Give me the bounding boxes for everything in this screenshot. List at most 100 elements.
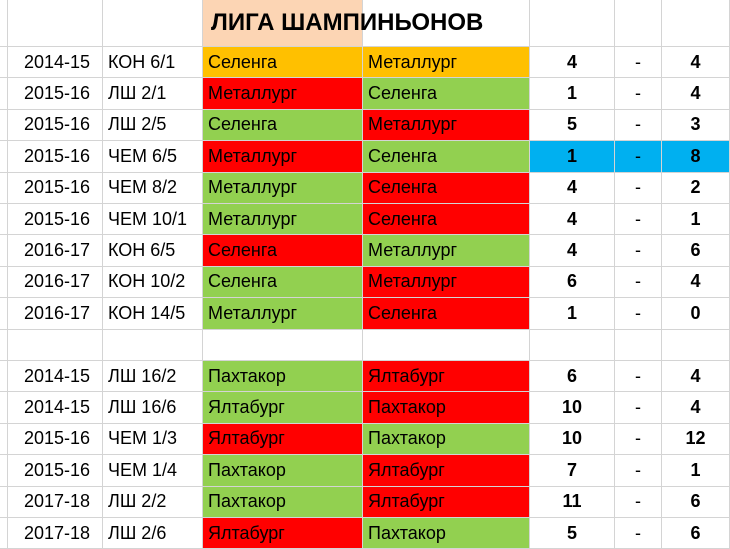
away-score: 4 <box>662 47 730 79</box>
cell <box>615 329 662 361</box>
home-score: 4 <box>530 235 615 267</box>
away-team: Пахтакор <box>363 518 530 549</box>
round: ЧЕМ 1/4 <box>103 455 203 487</box>
away-team: Селенга <box>363 204 530 236</box>
separator: - <box>615 172 662 204</box>
cell <box>0 109 8 142</box>
cell <box>8 329 103 361</box>
season: 2015-16 <box>8 455 103 487</box>
away-team: Селенга <box>363 298 530 330</box>
away-score: 6 <box>662 235 730 267</box>
away-team: Ялтабург <box>363 486 530 518</box>
away-team: Селенга <box>363 78 530 110</box>
cell <box>662 0 730 47</box>
home-team: Металлург <box>203 298 363 330</box>
separator: - <box>615 204 662 236</box>
season: 2016-17 <box>8 298 103 330</box>
home-score: 5 <box>530 109 615 142</box>
cell <box>0 455 8 487</box>
home-score: 4 <box>530 172 615 204</box>
home-team: Пахтакор <box>203 455 363 487</box>
season: 2017-18 <box>8 486 103 518</box>
home-score: 4 <box>530 47 615 79</box>
cell <box>8 0 103 47</box>
separator: - <box>615 455 662 487</box>
round: КОН 14/5 <box>103 298 203 330</box>
cell <box>0 141 8 173</box>
home-score: 10 <box>530 392 615 424</box>
round: ЛШ 16/6 <box>103 392 203 424</box>
separator: - <box>615 361 662 393</box>
cell <box>0 298 8 330</box>
away-score: 4 <box>662 392 730 424</box>
cell <box>363 329 530 361</box>
round: ЛШ 2/2 <box>103 486 203 518</box>
separator: - <box>615 141 662 173</box>
separator: - <box>615 109 662 142</box>
separator: - <box>615 266 662 299</box>
away-team: Ялтабург <box>363 455 530 487</box>
cell <box>530 329 615 361</box>
cell <box>0 47 8 79</box>
away-team: Селенга <box>363 141 530 173</box>
season: 2014-15 <box>8 47 103 79</box>
away-score: 4 <box>662 78 730 110</box>
season: 2014-15 <box>8 361 103 393</box>
separator: - <box>615 298 662 330</box>
round: КОН 6/5 <box>103 235 203 267</box>
home-score: 10 <box>530 423 615 456</box>
season: 2016-17 <box>8 266 103 299</box>
cell <box>662 329 730 361</box>
round: ЧЕМ 8/2 <box>103 172 203 204</box>
season: 2014-15 <box>8 392 103 424</box>
season: 2015-16 <box>8 172 103 204</box>
round: ЛШ 16/2 <box>103 361 203 393</box>
cell <box>0 392 8 424</box>
home-team: Металлург <box>203 141 363 173</box>
separator: - <box>615 486 662 518</box>
cell <box>530 0 615 47</box>
home-team: Селенга <box>203 47 363 79</box>
cell <box>0 235 8 267</box>
cell <box>0 266 8 299</box>
home-score: 6 <box>530 361 615 393</box>
away-score: 3 <box>662 109 730 142</box>
home-team: Селенга <box>203 235 363 267</box>
round: ЛШ 2/5 <box>103 109 203 142</box>
cell <box>0 423 8 456</box>
away-team: Ялтабург <box>363 361 530 393</box>
cell <box>0 172 8 204</box>
cell <box>0 329 8 361</box>
home-team: Металлург <box>203 78 363 110</box>
away-team: Металлург <box>363 235 530 267</box>
separator: - <box>615 78 662 110</box>
away-score: 6 <box>662 518 730 549</box>
away-team: Металлург <box>363 109 530 142</box>
away-score: 1 <box>662 455 730 487</box>
home-team: Ялтабург <box>203 423 363 456</box>
round: ЧЕМ 10/1 <box>103 204 203 236</box>
home-team: Селенга <box>203 109 363 142</box>
home-score: 11 <box>530 486 615 518</box>
season: 2015-16 <box>8 423 103 456</box>
home-score: 1 <box>530 298 615 330</box>
cell <box>0 361 8 393</box>
away-score: 8 <box>662 141 730 173</box>
sheet-title: ЛИГА ШАМПИНЬОНОВ <box>203 0 483 47</box>
away-score: 4 <box>662 266 730 299</box>
cell <box>103 0 203 47</box>
home-score: 5 <box>530 518 615 549</box>
cell <box>0 78 8 110</box>
away-score: 12 <box>662 423 730 456</box>
separator: - <box>615 392 662 424</box>
home-team: Пахтакор <box>203 361 363 393</box>
separator: - <box>615 423 662 456</box>
away-team: Металлург <box>363 266 530 299</box>
home-team: Металлург <box>203 204 363 236</box>
away-team: Селенга <box>363 172 530 204</box>
away-team: Пахтакор <box>363 423 530 456</box>
home-score: 7 <box>530 455 615 487</box>
season: 2015-16 <box>8 78 103 110</box>
home-team: Ялтабург <box>203 392 363 424</box>
